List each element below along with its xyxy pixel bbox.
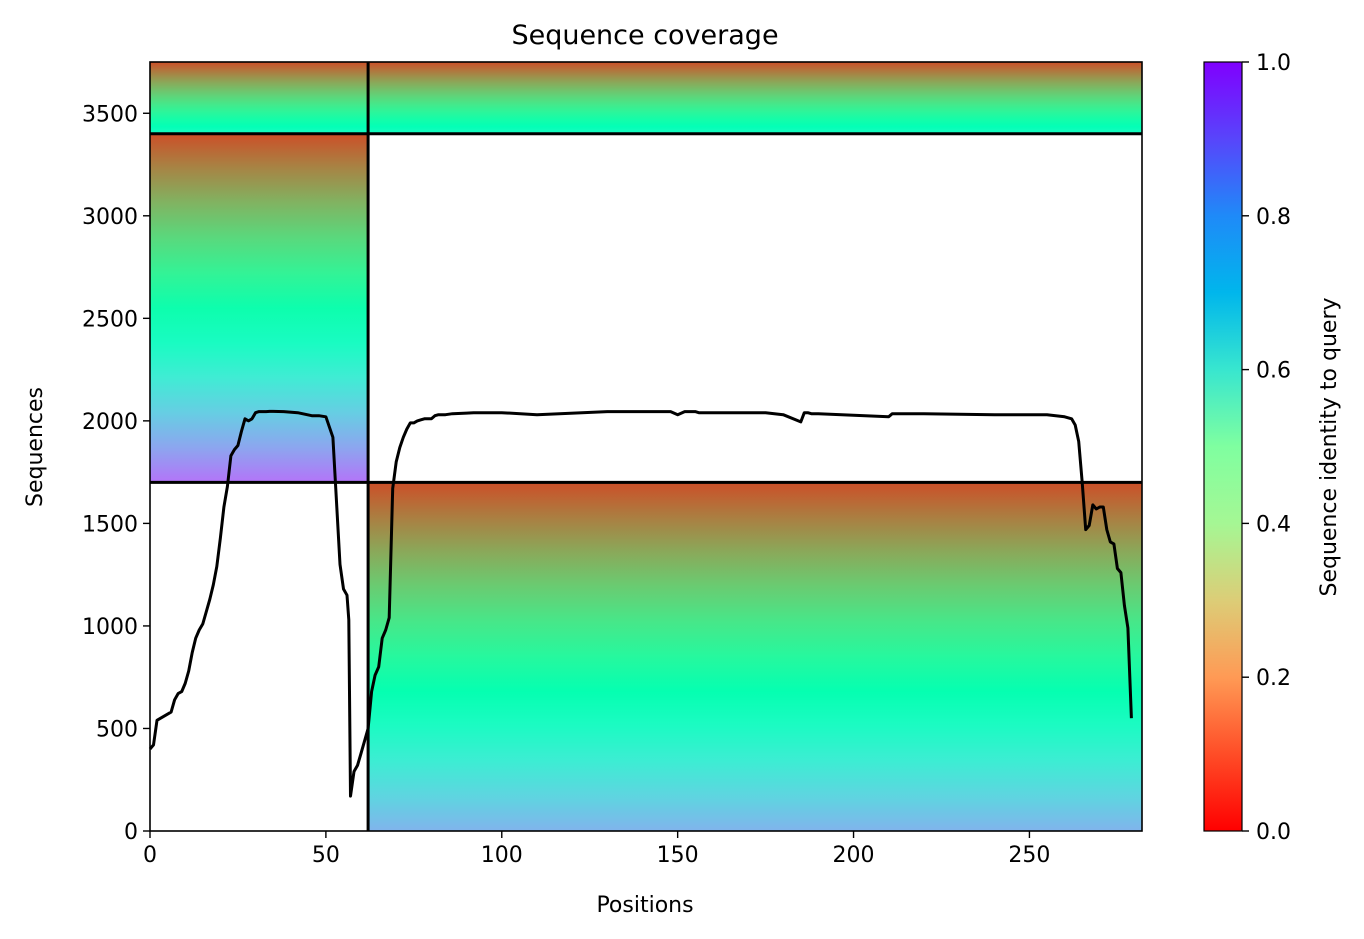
heatmap-block-chain-B-only xyxy=(368,482,1142,831)
x-tick-label: 100 xyxy=(481,843,523,868)
chart-title: Sequence coverage xyxy=(511,20,778,51)
colorbar-ticks: 0.0 0.2 0.4 0.6 0.8 1.0 xyxy=(1242,51,1291,845)
x-tick-label: 0 xyxy=(143,843,157,868)
y-tick-label: 1000 xyxy=(82,615,138,640)
x-tick-label: 200 xyxy=(833,843,875,868)
y-tick-label: 2500 xyxy=(82,307,138,332)
x-axis-ticks: 0 50 100 150 200 250 xyxy=(143,831,1050,868)
heatmap-block-chain-A-only xyxy=(150,133,369,483)
plot-frame xyxy=(149,61,1143,832)
coverage-line xyxy=(148,409,1133,798)
x-tick-label: 50 xyxy=(312,843,340,868)
colorbar-tick-label: 0.2 xyxy=(1256,666,1291,691)
y-tick-label: 500 xyxy=(96,717,138,742)
x-tick-label: 250 xyxy=(1008,843,1050,868)
y-axis-label: Sequences xyxy=(23,387,48,507)
y-tick-label: 1500 xyxy=(82,512,138,537)
coverage-line-layer xyxy=(148,409,1133,798)
colorbar-tick-label: 0.4 xyxy=(1256,512,1291,537)
coverage-heatmap xyxy=(150,62,1142,831)
x-tick-label: 150 xyxy=(657,843,699,868)
colorbar-tick-label: 1.0 xyxy=(1256,51,1291,76)
group-dividers xyxy=(150,62,1142,831)
y-axis-ticks: 0 500 1000 1500 2000 2500 3000 3500 xyxy=(82,102,150,845)
colorbar-label: Sequence identity to query xyxy=(1317,297,1342,596)
y-tick-label: 2000 xyxy=(82,410,138,435)
y-tick-label: 3000 xyxy=(82,205,138,230)
colorbar xyxy=(1203,61,1243,832)
heatmap-block-pair-both-chains xyxy=(150,62,1142,134)
colorbar-tick-label: 0.8 xyxy=(1256,205,1291,230)
colorbar-tick-label: 0.0 xyxy=(1256,820,1291,845)
y-tick-label: 0 xyxy=(124,820,138,845)
colorbar-tick-label: 0.6 xyxy=(1256,359,1291,384)
x-axis-label: Positions xyxy=(596,893,693,918)
y-tick-label: 3500 xyxy=(82,102,138,127)
